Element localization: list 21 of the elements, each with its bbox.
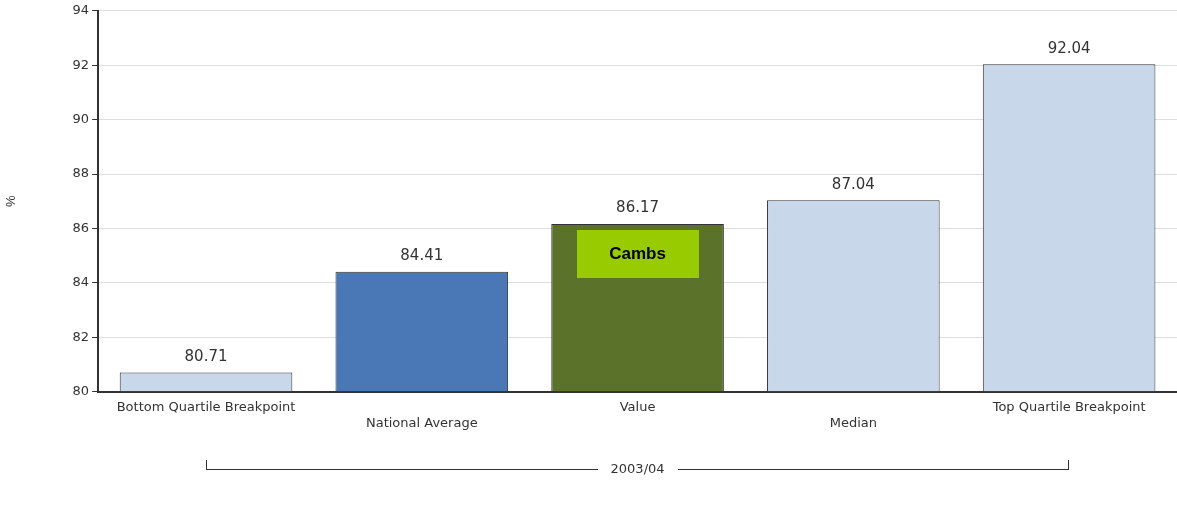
data-label: 86.17 [616, 198, 660, 217]
y-tick-label: 80 [72, 383, 90, 399]
y-tick-label: 90 [72, 111, 90, 127]
y-tick-label: 92 [72, 56, 90, 72]
data-label: 80.71 [184, 346, 228, 365]
annotation: Cambs [608, 243, 667, 264]
y-tick-label: 84 [72, 274, 90, 290]
x-tick-label: Median [829, 414, 877, 430]
data-label: 87.04 [831, 174, 875, 193]
y-axis-title: % [3, 195, 19, 208]
y-tick-label: 86 [72, 219, 90, 235]
y-tick-label: 82 [72, 328, 90, 344]
x-tick-label: Bottom Quartile Breakpoint [116, 398, 296, 414]
x-tick-label: Value [619, 398, 656, 414]
text: 2003/04 [597, 460, 678, 477]
x-tick-label: National Average [365, 414, 478, 430]
y-tick-label: 94 [72, 2, 90, 18]
x-tick-label: Top Quartile Breakpoint [991, 398, 1146, 414]
data-label: 92.04 [1047, 38, 1091, 57]
data-label: 84.41 [400, 246, 444, 265]
y-tick-label: 88 [72, 165, 90, 181]
